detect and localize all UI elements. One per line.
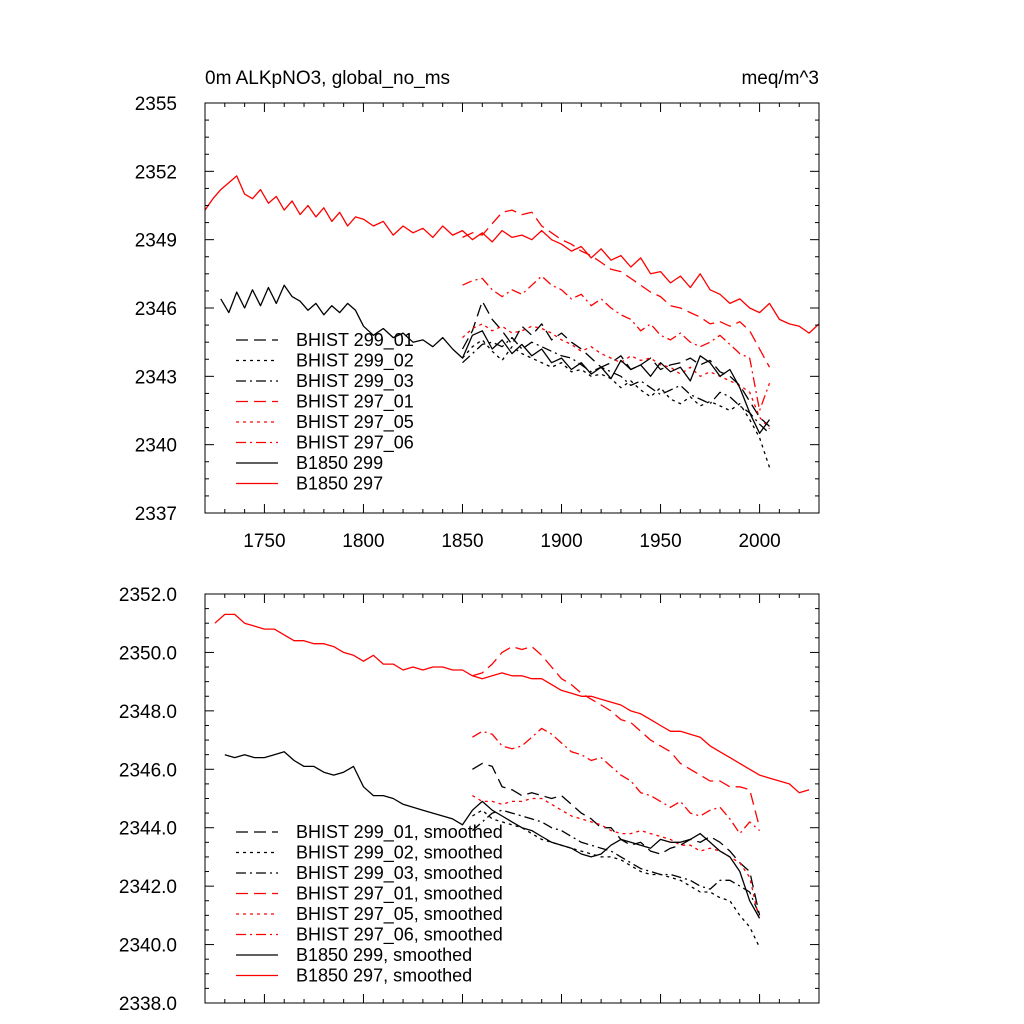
- top-ytick-label: 2340: [135, 436, 177, 457]
- bottom-series-line-2: [471, 809, 761, 916]
- top-xtick-label: 1950: [639, 531, 681, 552]
- top-ytick-label: 2352: [135, 162, 177, 183]
- top-legend-label: BHIST 299_01: [296, 330, 414, 351]
- top-series-line-5: [462, 275, 771, 412]
- bottom-legend-label: B1850 297, smoothed: [296, 966, 472, 986]
- bottom-ytick-label: 2344.0: [119, 819, 177, 840]
- top-xtick-label: 2000: [738, 531, 780, 552]
- top-series-line-2: [462, 336, 770, 434]
- bottom-series-group: [214, 613, 810, 948]
- top-legend-label: B1850 297: [296, 474, 383, 494]
- bottom-series-line-3: [472, 645, 761, 828]
- top-xtick-label: 1850: [441, 531, 483, 552]
- top-panel-title: 0m ALKpNO3, global_no_ms: [205, 68, 450, 89]
- top-series-group: [205, 175, 819, 468]
- bottom-legend-label: BHIST 297_05, smoothed: [296, 904, 503, 925]
- bottom-series-line-6: [224, 751, 761, 919]
- top-series-line-1: [462, 339, 771, 468]
- top-legend-label: BHIST 297_01: [296, 392, 414, 413]
- bottom-series-line-4: [472, 795, 761, 922]
- top-xtick-label: 1750: [243, 531, 285, 552]
- top-legend-label: BHIST 299_03: [296, 371, 414, 392]
- bottom-legend-label: BHIST 297_01, smoothed: [296, 884, 503, 905]
- top-xtick-label: 1800: [342, 531, 384, 552]
- bottom-series-line-1: [472, 809, 761, 948]
- bottom-ytick-label: 2342.0: [119, 877, 177, 898]
- top-series-line-3: [462, 209, 771, 368]
- bottom-series-line-5: [472, 727, 761, 835]
- top-panel-units: meq/m^3: [741, 68, 819, 89]
- top-legend-label: BHIST 299_02: [296, 351, 414, 372]
- top-legend-label: B1850 299: [296, 453, 383, 473]
- top-legend-label: BHIST 297_05: [296, 412, 414, 433]
- bottom-ytick-label: 2340.0: [119, 936, 177, 957]
- top-ytick-label: 2346: [135, 299, 177, 320]
- top-panel: 0m ALKpNO3, global_no_ms meq/m^3 1750 180…: [135, 68, 820, 552]
- top-legend-label: BHIST 297_06: [296, 433, 414, 454]
- top-ytick-label: 2337: [135, 504, 177, 525]
- top-ytick-label: 2355: [135, 94, 177, 115]
- bottom-series-line-7: [214, 613, 810, 794]
- bottom-legend-label: B1850 299, smoothed: [296, 945, 472, 965]
- bottom-ytick-label: 2352.0: [119, 585, 177, 606]
- top-series-line-6: [220, 284, 771, 434]
- bottom-ytick-label: 2346.0: [119, 760, 177, 781]
- bottom-legend-label: BHIST 299_02, smoothed: [296, 843, 503, 864]
- top-series-line-4: [462, 323, 770, 430]
- top-series-line-7: [205, 175, 819, 334]
- bottom-legend-label: BHIST 299_01, smoothed: [296, 822, 503, 843]
- bottom-ytick-label: 2350.0: [119, 643, 177, 664]
- bottom-ytick-label: 2348.0: [119, 702, 177, 723]
- bottom-ytick-label: 2338.0: [119, 994, 177, 1015]
- top-series-line-0: [461, 300, 770, 427]
- bottom-legend-label: BHIST 297_06, smoothed: [296, 925, 503, 946]
- bottom-legend-label: BHIST 299_03, smoothed: [296, 863, 503, 884]
- bottom-panel: 2338.0 2340.0 2342.0 2344.0 2346.0 2348.0 2350…: [119, 585, 820, 1015]
- top-ytick-label: 2343: [135, 367, 177, 388]
- top-ytick-label: 2349: [135, 231, 177, 252]
- bottom-series-line-0: [472, 762, 761, 916]
- top-xtick-label: 1900: [540, 531, 582, 552]
